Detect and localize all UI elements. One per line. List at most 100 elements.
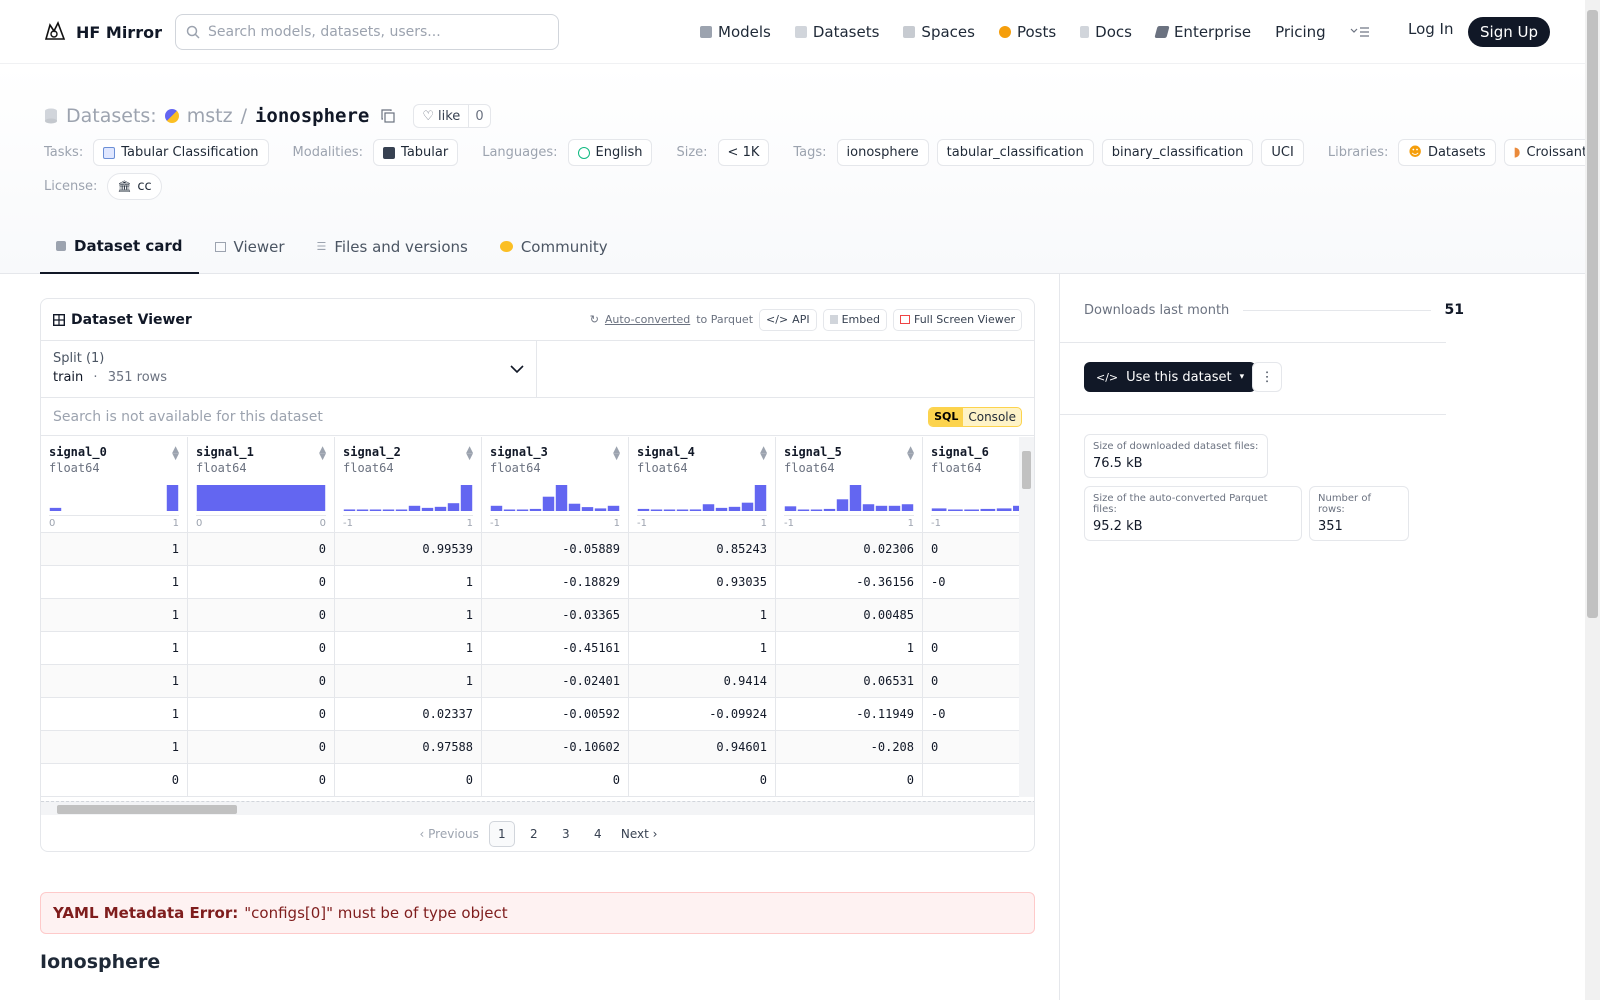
table-cell[interactable]: 0 (629, 764, 776, 796)
table-cell[interactable]: -0.02401 (482, 665, 629, 697)
more-menu-button[interactable] (1350, 26, 1370, 38)
library-chip-datasets[interactable]: ☻ Datasets (1398, 139, 1496, 166)
table-row[interactable]: 1 0 1 -0.18829 0.93035 -0.36156 -0 (41, 566, 1021, 599)
table-cell[interactable]: 0.93035 (629, 566, 776, 598)
histogram-bar[interactable] (460, 485, 473, 511)
page-button[interactable]: 3 (562, 827, 570, 841)
table-cell[interactable]: -0.208 (776, 731, 923, 763)
table-cell[interactable]: 0 (188, 632, 335, 664)
histogram-bar[interactable] (901, 504, 914, 511)
table-cell[interactable]: 0 (482, 764, 629, 796)
page-button[interactable]: 4 (594, 827, 602, 841)
nav-spaces[interactable]: Spaces (903, 23, 975, 41)
nav-pricing[interactable]: Pricing (1275, 23, 1326, 41)
scroll-thumb[interactable] (1022, 451, 1031, 489)
sql-console-button[interactable]: SQL Console (928, 406, 1022, 427)
table-cell[interactable]: 1 (776, 632, 923, 664)
histogram-bar[interactable] (196, 485, 326, 511)
histogram-bar[interactable] (408, 505, 421, 511)
page-button[interactable]: 2 (530, 827, 538, 841)
copy-icon[interactable] (381, 109, 395, 123)
table-cell[interactable]: 1 (335, 632, 482, 664)
histogram-bar[interactable] (421, 507, 434, 511)
table-cell[interactable]: 0 (923, 533, 1021, 565)
table-cell[interactable]: -0.09924 (629, 698, 776, 730)
column-header[interactable]: signal_3 float64 ▲ ▼ -1 1 (482, 437, 629, 532)
horizontal-scrollbar[interactable] (41, 801, 1034, 815)
histogram-bar[interactable] (166, 485, 179, 511)
histogram-bar[interactable] (875, 505, 888, 511)
histogram-bar[interactable] (369, 509, 382, 512)
sort-icon[interactable]: ▲ ▼ (466, 445, 473, 462)
language-chip[interactable]: English (567, 139, 653, 166)
table-cell[interactable]: 0 (188, 698, 335, 730)
table-cell[interactable]: 0.9414 (629, 665, 776, 697)
histogram-bar[interactable] (836, 499, 849, 511)
table-cell[interactable]: -0.00592 (482, 698, 629, 730)
nav-enterprise[interactable]: Enterprise (1154, 23, 1251, 41)
nav-docs[interactable]: Docs (1080, 23, 1132, 41)
histogram-bar[interactable] (689, 509, 702, 511)
table-cell[interactable]: 0 (188, 566, 335, 598)
histogram-bar[interactable] (650, 509, 663, 512)
table-cell[interactable]: 1 (41, 533, 188, 565)
histogram-bar[interactable] (49, 507, 62, 511)
table-cell[interactable]: 1 (41, 698, 188, 730)
table-cell[interactable]: 0 (923, 665, 1021, 697)
owner-link[interactable]: mstz (186, 105, 233, 127)
histogram-bar[interactable] (382, 509, 395, 512)
table-cell[interactable]: 0 (188, 665, 335, 697)
table-cell[interactable]: 0 (188, 533, 335, 565)
library-chip-croissant[interactable]: ◗ Croissant (1503, 139, 1598, 166)
table-cell[interactable]: 0 (923, 731, 1021, 763)
histogram-bar[interactable] (810, 509, 823, 512)
column-header[interactable]: signal_2 float64 ▲ ▼ -1 1 (335, 437, 482, 532)
histogram-bar[interactable] (594, 508, 607, 511)
api-button[interactable]: </> API (759, 308, 817, 331)
table-cell[interactable]: 0.85243 (629, 533, 776, 565)
histogram-bar[interactable] (849, 485, 862, 511)
table-cell[interactable]: 1 (41, 632, 188, 664)
histogram-bar[interactable] (343, 509, 356, 511)
table-cell[interactable]: 1 (41, 665, 188, 697)
table-cell[interactable] (923, 764, 1021, 796)
vertical-scrollbar[interactable] (1019, 437, 1034, 797)
table-cell[interactable]: 0 (41, 764, 188, 796)
table-cell[interactable]: 1 (335, 599, 482, 631)
column-header[interactable]: signal_1 float64 ▲ ▼ 0 0 (188, 437, 335, 532)
nav-posts[interactable]: Posts (998, 23, 1056, 41)
histogram-bar[interactable] (741, 502, 754, 511)
table-cell[interactable]: -0.03365 (482, 599, 629, 631)
table-cell[interactable]: 1 (629, 599, 776, 631)
histogram-bar[interactable] (980, 508, 996, 511)
histogram-bar[interactable] (542, 496, 555, 511)
column-header[interactable]: signal_5 float64 ▲ ▼ -1 1 (776, 437, 923, 532)
section-label[interactable]: Datasets: (66, 105, 157, 127)
search-input[interactable] (208, 24, 538, 40)
fullscreen-viewer-button[interactable]: Full Screen Viewer (892, 308, 1022, 331)
histogram-bar[interactable] (728, 506, 741, 511)
histogram-bar[interactable] (434, 506, 447, 511)
histogram-bar[interactable] (663, 509, 676, 512)
use-dataset-button[interactable]: </> Use this dataset ▾ (1084, 362, 1257, 392)
tab-community[interactable]: Community (484, 219, 624, 274)
histogram-bar[interactable] (888, 505, 901, 511)
table-row[interactable]: 1 0 1 -0.45161 1 1 0 (41, 632, 1021, 665)
table-cell[interactable]: -0.18829 (482, 566, 629, 598)
scroll-thumb[interactable] (57, 805, 237, 814)
table-cell[interactable]: 0.99539 (335, 533, 482, 565)
table-cell[interactable] (923, 599, 1021, 631)
table-cell[interactable]: 1 (629, 632, 776, 664)
tag-chip[interactable]: tabular_classification (936, 139, 1094, 166)
histogram-bar[interactable] (395, 509, 408, 512)
table-cell[interactable]: 1 (335, 566, 482, 598)
table-row[interactable]: 1 0 1 -0.02401 0.9414 0.06531 0 (41, 665, 1021, 698)
sort-icon[interactable]: ▲ ▼ (907, 445, 914, 462)
sort-icon[interactable]: ▲ ▼ (613, 445, 620, 462)
table-cell[interactable]: -0 (923, 698, 1021, 730)
table-cell[interactable]: -0.11949 (776, 698, 923, 730)
column-header[interactable]: signal_4 float64 ▲ ▼ -1 1 (629, 437, 776, 532)
histogram-bar[interactable] (568, 503, 581, 511)
table-cell[interactable]: 0.06531 (776, 665, 923, 697)
modality-chip[interactable]: Tabular (373, 139, 459, 166)
